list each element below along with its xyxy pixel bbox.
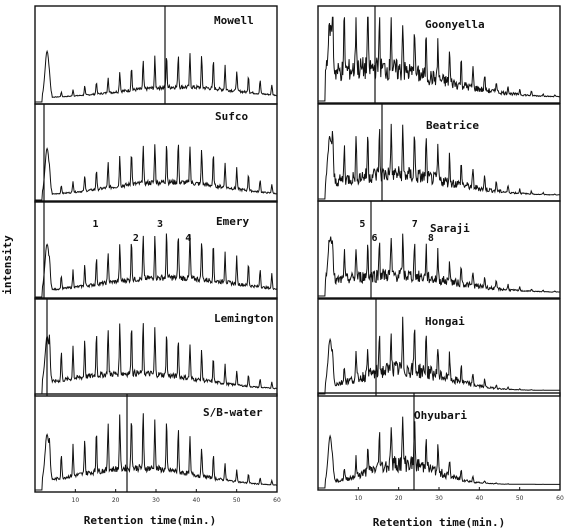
- panel-sample-label: Mowell: [214, 14, 254, 27]
- chromatogram-trace: [35, 323, 278, 395]
- chromatogram-trace: [318, 233, 561, 297]
- right-panel-column: Goonyella Beatrice Saraji 56 78 Hongai Ohyubar…: [317, 5, 564, 502]
- peak-number-label: 2: [133, 233, 139, 244]
- peak-number-label: 3: [157, 219, 163, 230]
- panel-sample-label: Beatrice: [426, 119, 479, 132]
- x-tick-label: 30: [152, 497, 160, 504]
- x-tick-label: 40: [476, 495, 484, 502]
- chromatogram-trace: [35, 144, 278, 201]
- x-tick-label: 60: [556, 495, 564, 502]
- panel-sample-label: Lemington: [214, 312, 274, 325]
- chart-panel-frame: [317, 392, 561, 491]
- panel-sample-label: Sufco: [215, 110, 248, 123]
- x-tick-label: 50: [516, 495, 524, 502]
- panel-sample-label: Ohyubari: [414, 409, 467, 422]
- chart-panel-frame: [34, 297, 278, 397]
- x-tick-label: 50: [233, 497, 241, 504]
- x-tick-label: 10: [355, 495, 363, 502]
- peak-number-label: 7: [412, 219, 418, 230]
- peak-number-label: 8: [428, 233, 434, 244]
- panel-sample-label: Goonyella: [425, 18, 485, 31]
- x-axis-label-right: Retention time(min.): [373, 516, 505, 529]
- chromatogram-trace: [318, 316, 560, 395]
- chromatogram-trace: [318, 123, 561, 200]
- x-tick-label: 20: [395, 495, 403, 502]
- chromatogram-trace: [35, 49, 278, 103]
- chart-panel-frame: [317, 5, 561, 104]
- x-tick-label: 10: [72, 497, 80, 504]
- x-tick-label: 20: [112, 497, 120, 504]
- left-panel-column: Mowell Sufco Emery 1 2 3 4 Lemington S/B-water 10…: [34, 5, 281, 504]
- x-tick-label: 30: [435, 495, 443, 502]
- panel-sample-label: S/B-water: [203, 406, 263, 419]
- panel-sample-label: Saraji: [430, 222, 470, 235]
- chromatogram-trace: [35, 413, 278, 491]
- chart-panel-frame: [34, 200, 278, 300]
- chromatogram-trace: [318, 16, 561, 102]
- chart-panel-frame: [34, 103, 278, 203]
- peak-number-label: 4: [185, 233, 191, 244]
- x-tick-label: 40: [193, 497, 201, 504]
- chart-panel-frame: [317, 200, 561, 299]
- y-axis-label: intensity: [1, 235, 14, 295]
- peak-number-label: 5: [359, 219, 365, 230]
- chart-panel-frame: [317, 298, 561, 397]
- peak-number-label: 1: [92, 219, 98, 230]
- panel-sample-label: Emery: [216, 215, 249, 228]
- chromatogram-trace: [318, 416, 560, 489]
- x-axis-label-left: Retention time(min.): [84, 514, 216, 527]
- panel-sample-label: Hongai: [425, 315, 465, 328]
- chromatogram-trace: [35, 233, 278, 298]
- peak-number-label: 6: [371, 233, 377, 244]
- x-tick-label: 60: [273, 497, 281, 504]
